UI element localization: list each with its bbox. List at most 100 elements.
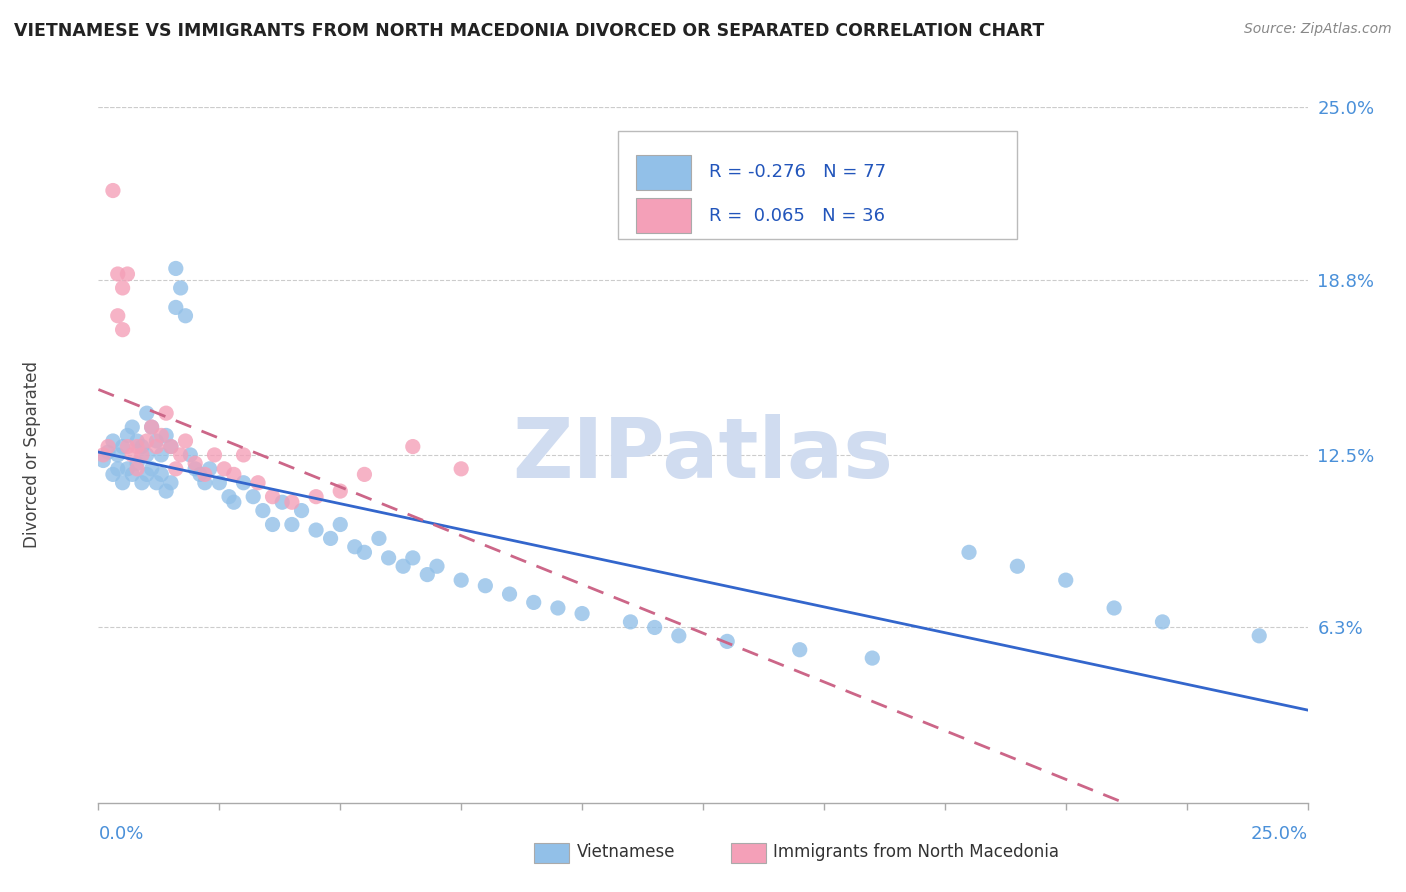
Text: R =  0.065   N = 36: R = 0.065 N = 36 [709, 207, 884, 225]
Point [111, 440, 134, 454]
Point [392, 559, 415, 574]
Point [232, 448, 254, 462]
Point [290, 503, 312, 517]
Point [416, 567, 439, 582]
Point [135, 406, 157, 420]
Point [127, 456, 149, 470]
Text: Divorced or Separated: Divorced or Separated [22, 361, 41, 549]
Point [957, 545, 980, 559]
Point [117, 462, 139, 476]
Point [1102, 601, 1125, 615]
Point [212, 462, 235, 476]
Point [107, 448, 129, 462]
Point [247, 475, 270, 490]
Point [174, 309, 197, 323]
Point [194, 475, 217, 490]
Point [498, 587, 520, 601]
Point [184, 462, 207, 476]
Text: Immigrants from North Macedonia: Immigrants from North Macedonia [773, 843, 1059, 861]
Point [111, 475, 134, 490]
Point [135, 434, 157, 448]
Point [402, 550, 425, 565]
Point [222, 495, 245, 509]
Point [101, 434, 124, 448]
Point [141, 420, 163, 434]
Point [111, 323, 134, 337]
Point [169, 281, 191, 295]
Point [145, 440, 167, 454]
Point [262, 490, 284, 504]
Text: R = -0.276   N = 77: R = -0.276 N = 77 [709, 163, 886, 181]
Point [97, 445, 120, 459]
Point [174, 434, 197, 448]
Text: Source: ZipAtlas.com: Source: ZipAtlas.com [1244, 22, 1392, 37]
Point [343, 540, 366, 554]
FancyBboxPatch shape [637, 155, 690, 190]
Point [107, 267, 129, 281]
Point [204, 448, 226, 462]
Point [305, 490, 328, 504]
Point [281, 495, 304, 509]
Point [121, 420, 143, 434]
Point [150, 428, 173, 442]
Point [668, 629, 690, 643]
Point [281, 517, 304, 532]
Point [91, 453, 114, 467]
Point [165, 261, 187, 276]
Point [716, 634, 738, 648]
Point [160, 475, 183, 490]
Point [117, 440, 139, 454]
Point [860, 651, 883, 665]
Point [150, 448, 173, 462]
Point [1054, 573, 1077, 587]
Point [368, 532, 391, 546]
Point [155, 406, 177, 420]
Point [1152, 615, 1174, 629]
Point [1007, 559, 1029, 574]
Point [107, 462, 129, 476]
Point [127, 462, 149, 476]
Point [127, 440, 149, 454]
Text: 25.0%: 25.0% [1250, 825, 1308, 843]
Point [329, 484, 352, 499]
Point [450, 462, 472, 476]
Point [91, 448, 114, 462]
Point [107, 309, 129, 323]
Point [232, 475, 254, 490]
Point [101, 184, 124, 198]
Point [165, 301, 187, 315]
Point [619, 615, 641, 629]
Point [141, 420, 163, 434]
Point [450, 573, 472, 587]
Point [117, 267, 139, 281]
Point [97, 440, 120, 454]
Point [135, 448, 157, 462]
Point [121, 448, 143, 462]
Text: VIETNAMESE VS IMMIGRANTS FROM NORTH MACEDONIA DIVORCED OR SEPARATED CORRELATION : VIETNAMESE VS IMMIGRANTS FROM NORTH MACE… [14, 22, 1045, 40]
Point [155, 428, 177, 442]
Point [377, 550, 399, 565]
Point [329, 517, 352, 532]
Point [131, 440, 153, 454]
Point [150, 467, 173, 482]
Point [127, 434, 149, 448]
Point [121, 467, 143, 482]
Point [353, 467, 375, 482]
Point [165, 462, 187, 476]
Point [222, 467, 245, 482]
Point [169, 448, 191, 462]
Point [160, 440, 183, 454]
Point [523, 595, 546, 609]
Point [262, 517, 284, 532]
Point [571, 607, 593, 621]
Point [117, 428, 139, 442]
Point [252, 503, 274, 517]
Point [145, 475, 167, 490]
Point [789, 642, 811, 657]
Point [194, 467, 217, 482]
Point [155, 484, 177, 499]
Point [242, 490, 264, 504]
Point [218, 490, 240, 504]
Point [305, 523, 328, 537]
Point [547, 601, 569, 615]
